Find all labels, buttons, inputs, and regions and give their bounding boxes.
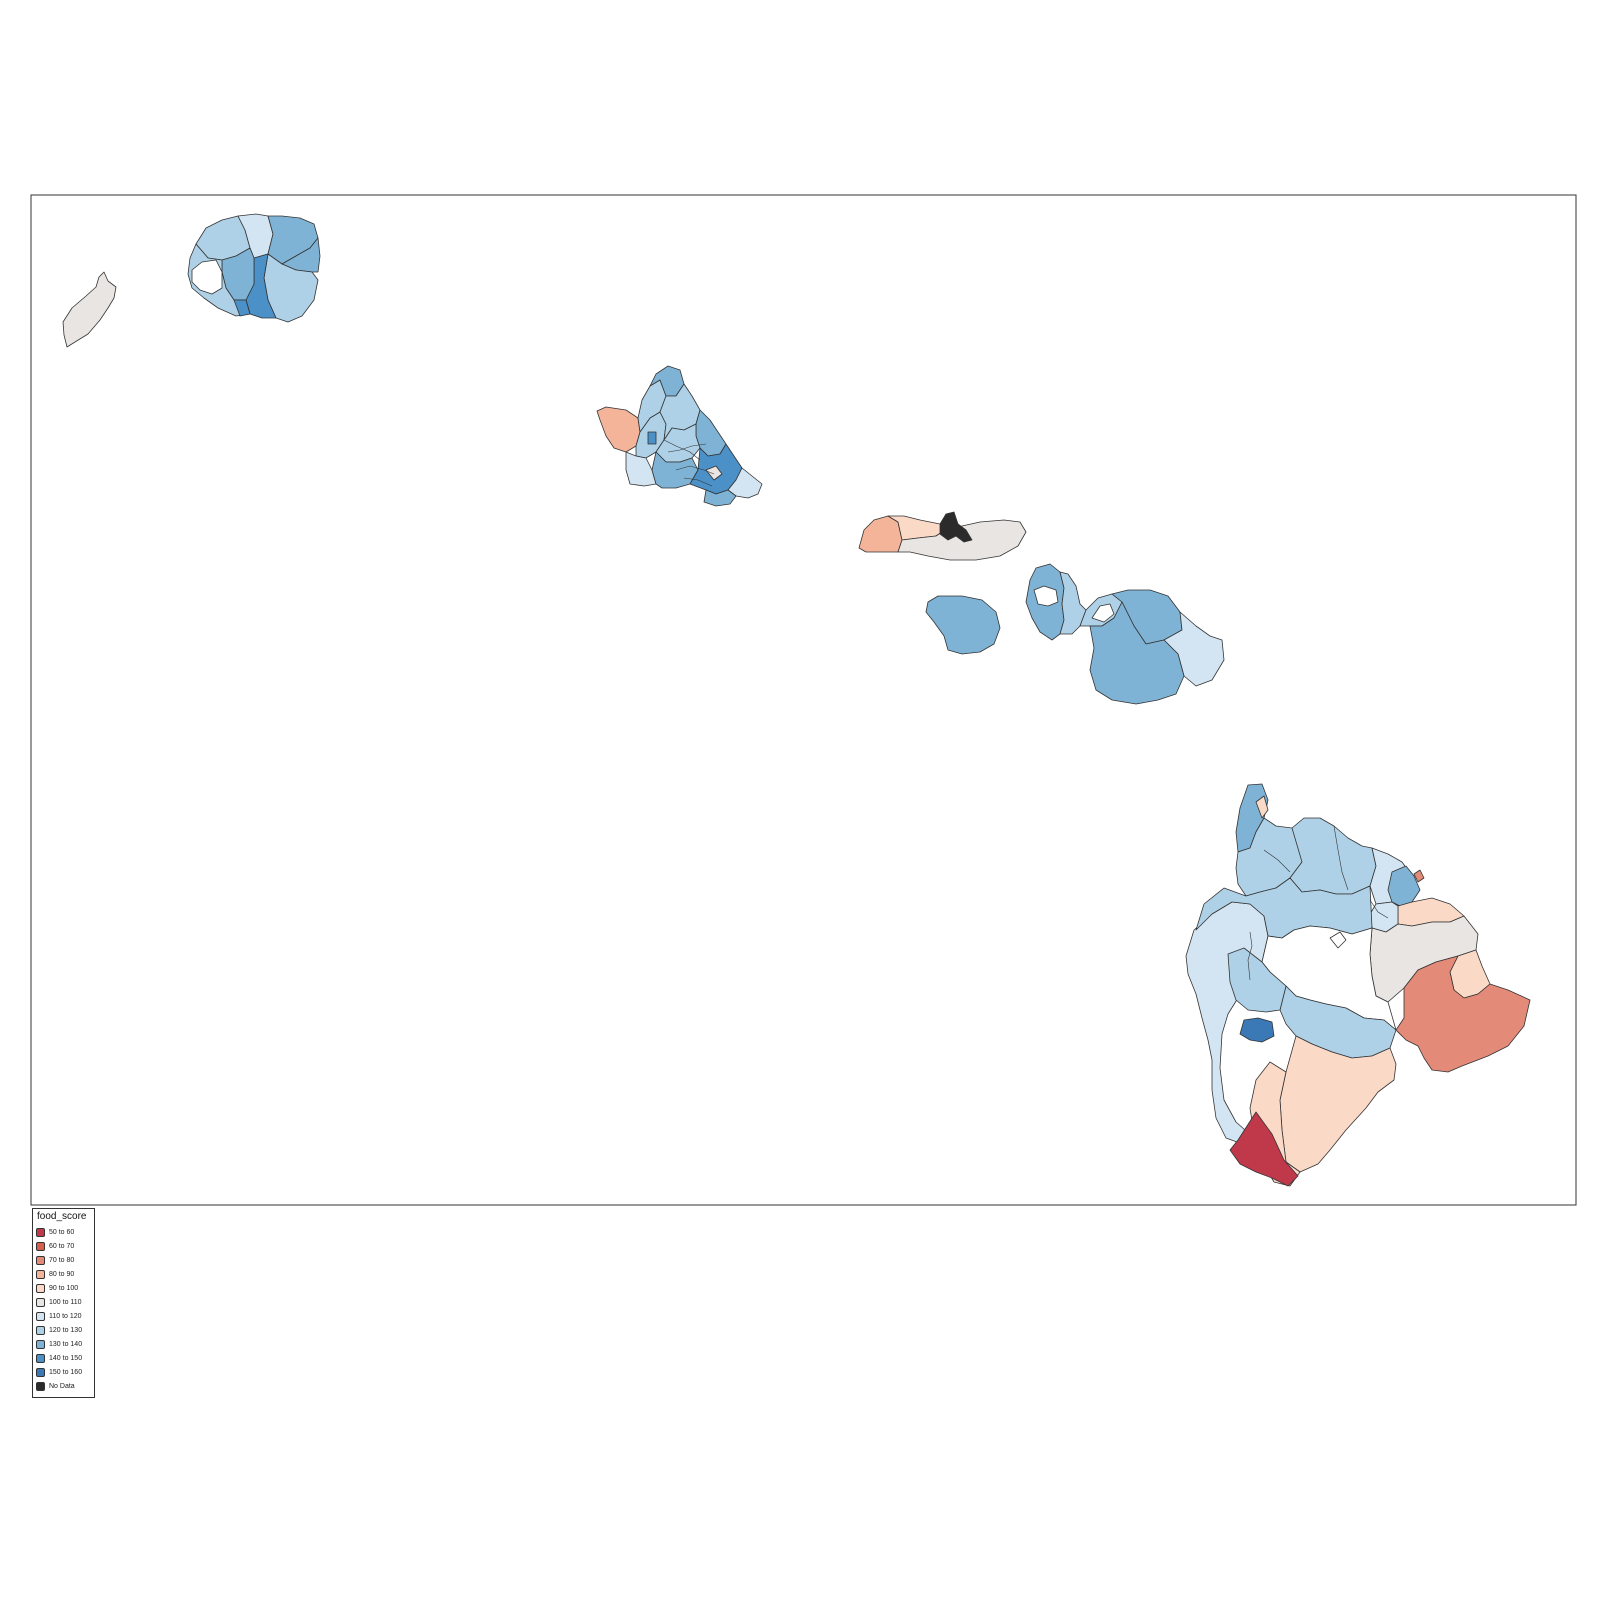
legend-swatch: [36, 1241, 45, 1251]
island-maui: [1025, 563, 1225, 705]
legend-label: 150 to 160: [49, 1368, 83, 1376]
tract[interactable]: [233, 299, 251, 317]
legend-swatch: [36, 1227, 45, 1237]
legend-swatch: [36, 1325, 45, 1335]
tract[interactable]: [1163, 611, 1225, 687]
legend-label: 130 to 140: [49, 1340, 83, 1348]
tract-no-data[interactable]: [939, 511, 973, 543]
legend-item: 150 to 160: [36, 1365, 91, 1379]
tract[interactable]: [1195, 877, 1373, 939]
legend-swatch: [36, 1311, 45, 1321]
legend-item: 90 to 100: [36, 1281, 91, 1295]
legend-item: 110 to 120: [36, 1309, 91, 1323]
legend-swatch: [36, 1367, 45, 1377]
legend-item: 120 to 130: [36, 1323, 91, 1337]
tract[interactable]: [1413, 869, 1425, 883]
tract-no-fill[interactable]: [191, 259, 223, 295]
legend-label: 70 to 80: [49, 1256, 75, 1264]
tract[interactable]: [705, 465, 723, 481]
legend-label: 120 to 130: [49, 1326, 83, 1334]
tract[interactable]: [1229, 1111, 1299, 1187]
legend-swatch: [36, 1269, 45, 1279]
tract-no-fill[interactable]: [1329, 931, 1347, 949]
tract[interactable]: [925, 595, 1001, 655]
tract[interactable]: [1059, 571, 1087, 635]
legend-item: No Data: [36, 1379, 91, 1393]
tract[interactable]: [1089, 601, 1185, 705]
legend-label: 50 to 60: [49, 1228, 75, 1236]
island-hawaii: [1185, 783, 1531, 1187]
legend-items: 50 to 60 60 to 70 70 to 80 80 to 90 90 to 10…: [36, 1225, 91, 1393]
legend-title: food_score: [37, 1211, 87, 1222]
legend-label: 140 to 150: [49, 1354, 83, 1362]
legend-item: 130 to 140: [36, 1337, 91, 1351]
legend-swatch: [36, 1283, 45, 1293]
tract[interactable]: [1255, 795, 1269, 819]
legend-label: 100 to 110: [49, 1298, 82, 1306]
legend-label: 90 to 100: [49, 1284, 79, 1292]
tract[interactable]: [647, 431, 657, 445]
tract-no-fill[interactable]: [1033, 585, 1059, 607]
legend-item: 100 to 110: [36, 1295, 91, 1309]
legend-swatch: [36, 1255, 45, 1265]
island-kauai: [187, 213, 321, 323]
tract[interactable]: [1239, 1017, 1275, 1043]
legend-label: 60 to 70: [49, 1242, 75, 1250]
legend-label: 80 to 90: [49, 1270, 75, 1278]
map-legend: food_score 50 to 60 60 to 70 70 to 80 80 to…: [32, 1208, 95, 1398]
tract[interactable]: [727, 467, 763, 499]
tract[interactable]: [1395, 955, 1531, 1073]
legend-item: 80 to 90: [36, 1267, 91, 1281]
island-lanai: [925, 595, 1001, 655]
tract[interactable]: [62, 271, 117, 348]
island-oahu: [596, 365, 763, 507]
legend-label: No Data: [49, 1382, 75, 1390]
legend-swatch: [36, 1353, 45, 1363]
legend-item: 60 to 70: [36, 1239, 91, 1253]
legend-swatch: [36, 1339, 45, 1349]
island-molokai: [858, 511, 1027, 561]
tract-no-fill[interactable]: [1091, 603, 1115, 623]
legend-swatch: [36, 1297, 45, 1307]
legend-item: 140 to 150: [36, 1351, 91, 1365]
legend-swatch: [36, 1381, 45, 1391]
tract[interactable]: [1227, 947, 1287, 1013]
legend-item: 70 to 80: [36, 1253, 91, 1267]
island-niihau: [62, 271, 117, 348]
legend-item: 50 to 60: [36, 1225, 91, 1239]
tract[interactable]: [703, 489, 737, 507]
legend-label: 110 to 120: [49, 1312, 82, 1320]
